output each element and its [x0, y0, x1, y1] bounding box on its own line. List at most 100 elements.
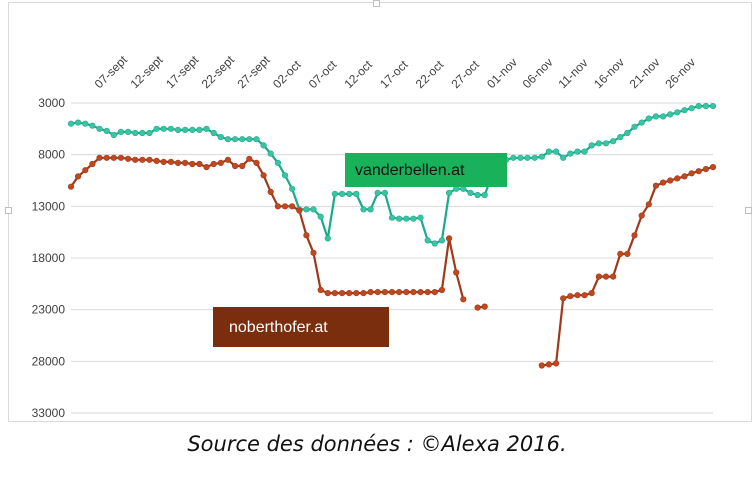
vanderbellen-point [217, 134, 224, 141]
x-tick-label: 22-sept [199, 52, 238, 91]
vanderbellen-point [124, 128, 132, 135]
noberthofer-point [289, 203, 296, 210]
vanderbellen-point [374, 189, 381, 196]
noberthofer-point [403, 289, 410, 296]
noberthofer-point [674, 175, 681, 182]
vanderbellen-point [517, 154, 524, 161]
x-tick-label: 26-nov [662, 55, 698, 91]
noberthofer-point [346, 290, 353, 297]
y-tick-label: 23000 [32, 303, 66, 317]
vanderbellen-point [438, 237, 446, 244]
x-axis: 07-sept12-sept17-sept22-sept27-sept02-oc… [92, 52, 699, 91]
vanderbellen-point [67, 120, 75, 127]
vanderbellen-point [346, 190, 353, 197]
x-tick-label: 27-oct [448, 57, 482, 91]
vanderbellen-point [232, 136, 239, 143]
vanderbellen-point [659, 113, 667, 120]
noberthofer-point [182, 159, 189, 166]
vanderbellen-label-box [345, 153, 507, 187]
vanderbellen-point [74, 119, 82, 126]
vanderbellen-point [552, 148, 560, 155]
x-tick-label: 01-nov [484, 55, 520, 91]
vanderbellen-point [667, 111, 674, 118]
x-tick-label: 27-sept [234, 52, 273, 91]
noberthofer-point [702, 166, 710, 173]
vanderbellen-point [531, 154, 538, 161]
noberthofer-point [567, 293, 574, 300]
resize-handle-left[interactable] [5, 207, 12, 214]
noberthofer-point [82, 167, 89, 174]
noberthofer-point [667, 177, 674, 184]
noberthofer-point [103, 154, 110, 161]
vanderbellen-point [609, 138, 617, 145]
vanderbellen-point [681, 107, 688, 114]
noberthofer-point [446, 235, 453, 242]
vanderbellen-point [267, 150, 274, 157]
noberthofer-point [310, 249, 317, 256]
vanderbellen-point [524, 154, 531, 161]
noberthofer-point [367, 289, 374, 296]
vanderbellen-point [339, 190, 346, 197]
noberthofer-point [460, 296, 467, 303]
vanderbellen-point [560, 154, 567, 161]
noberthofer-point [396, 289, 403, 296]
vanderbellen-point [652, 113, 660, 120]
noberthofer-point [695, 168, 702, 175]
noberthofer-point [602, 273, 610, 280]
noberthofer-point [210, 160, 217, 168]
vanderbellen-point [574, 148, 581, 155]
vanderbellen-point [674, 109, 681, 116]
vanderbellen-point [146, 129, 153, 137]
noberthofer-point [139, 156, 146, 163]
x-tick-label: 21-nov [627, 55, 663, 91]
resize-handle-right[interactable] [745, 207, 752, 214]
x-tick-label: 06-nov [520, 55, 556, 91]
vanderbellen-point [467, 189, 474, 196]
noberthofer-point [617, 250, 624, 257]
noberthofer-point [638, 212, 645, 219]
noberthofer-point [453, 269, 460, 276]
vanderbellen-point [274, 159, 282, 166]
vanderbellen-point [167, 125, 174, 132]
vanderbellen-point [117, 128, 124, 135]
vanderbellen-point [638, 119, 645, 126]
noberthofer-point [317, 286, 324, 294]
vanderbellen-point [174, 126, 182, 133]
vanderbellen-point [110, 131, 117, 139]
vanderbellen-point [310, 206, 317, 213]
noberthofer-point [153, 157, 160, 164]
resize-handle-top[interactable] [373, 0, 380, 7]
vanderbellen-point [396, 215, 403, 222]
noberthofer-point [360, 290, 367, 297]
vanderbellen-point [424, 237, 431, 244]
y-tick-label: 13000 [32, 199, 66, 213]
noberthofer-point [588, 290, 595, 297]
y-tick-label: 8000 [38, 148, 65, 162]
noberthofer-point [709, 164, 717, 171]
noberthofer-point [538, 362, 545, 369]
noberthofer-point [74, 173, 82, 180]
noberthofer-point [631, 232, 638, 239]
x-tick-label: 16-nov [591, 55, 627, 91]
vanderbellen-point [203, 125, 210, 132]
vanderbellen-point [602, 140, 610, 147]
x-tick-label: 11-nov [555, 56, 590, 91]
chart-svg: 3000 8000 13000 18000 23000 28000 33000 07-sep… [32, 52, 717, 420]
noberthofer-point [624, 250, 631, 257]
noberthofer-point [196, 160, 203, 168]
noberthofer-point [339, 290, 346, 297]
vanderbellen-point [410, 215, 417, 222]
noberthofer-point [117, 154, 124, 161]
noberthofer-point [481, 303, 488, 310]
noberthofer-point [296, 207, 303, 214]
vanderbellen-point [253, 136, 260, 143]
y-tick-label: 18000 [32, 251, 66, 265]
noberthofer-point [681, 173, 688, 180]
vanderbellen-point [567, 150, 574, 157]
noberthofer-point [595, 273, 603, 280]
noberthofer-point [552, 360, 560, 367]
vanderbellen-point [196, 126, 203, 133]
noberthofer-point [267, 188, 274, 195]
noberthofer-point [417, 289, 424, 296]
noberthofer-point [67, 183, 75, 190]
